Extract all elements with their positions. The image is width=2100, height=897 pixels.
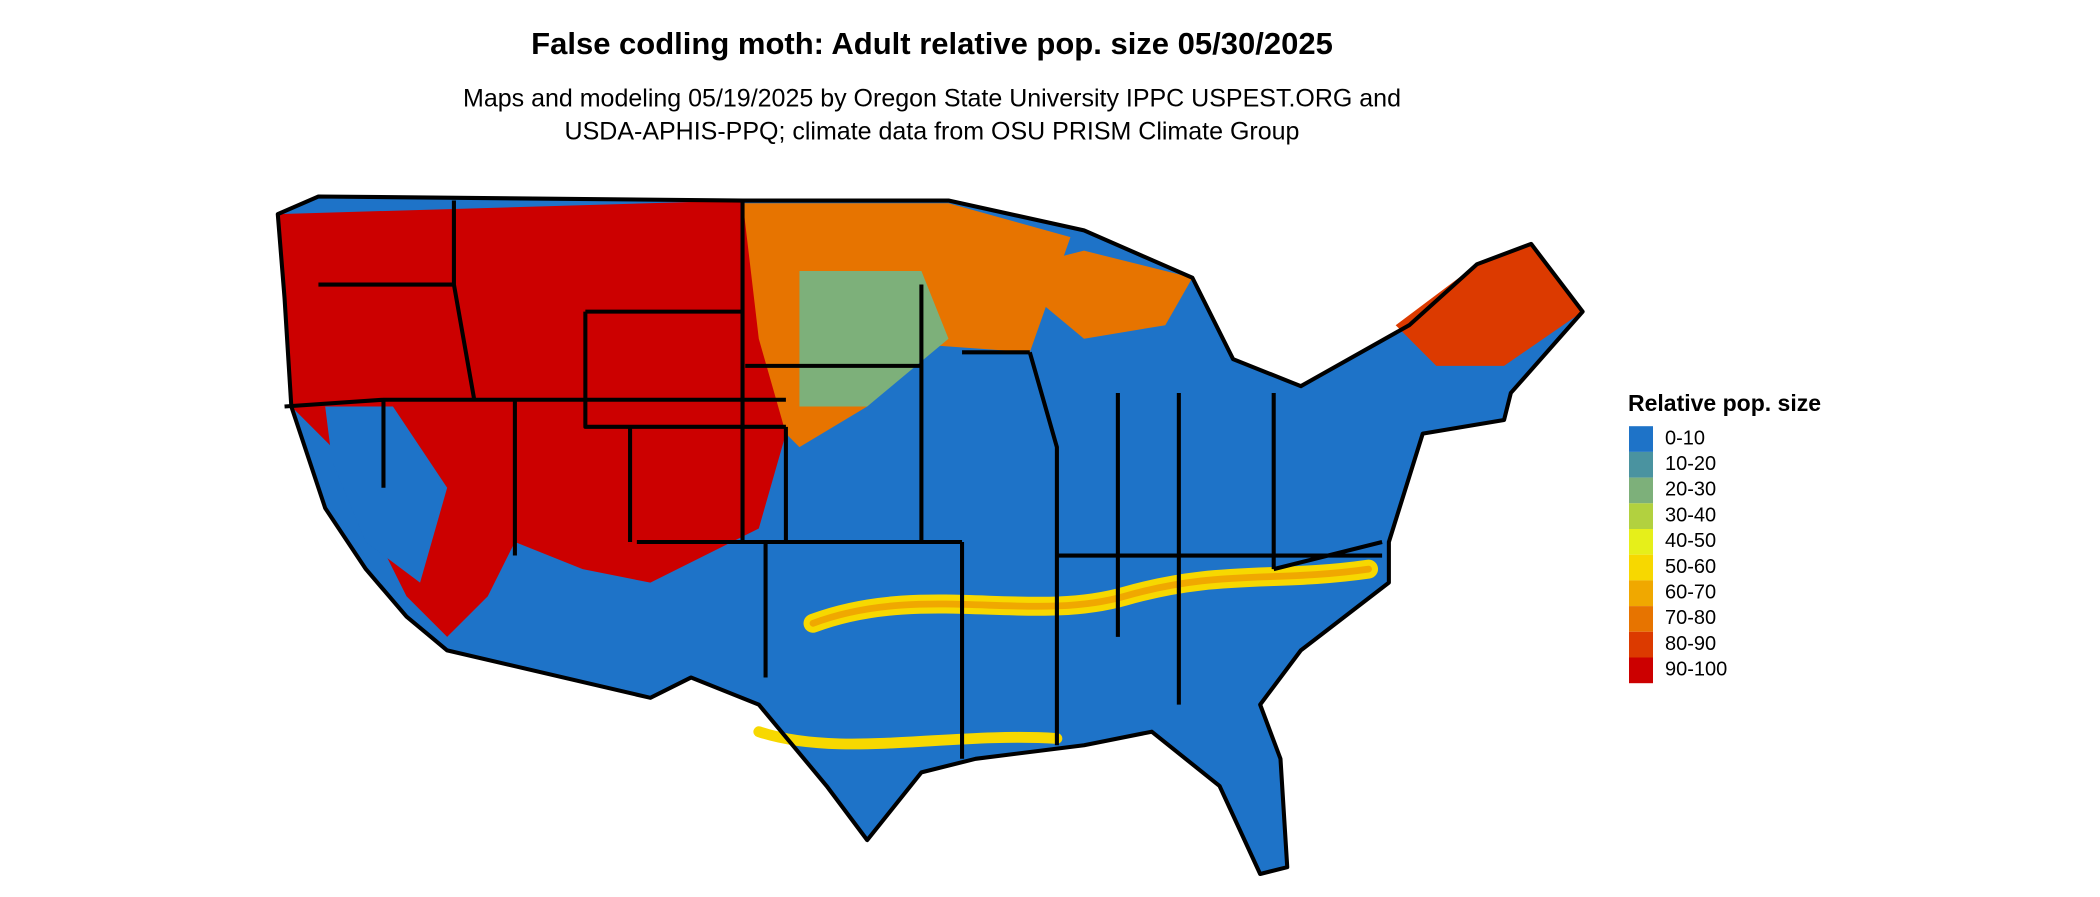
legend-label: 50-60 <box>1665 556 1716 578</box>
legend-swatch <box>1629 606 1653 632</box>
legend-swatch <box>1629 580 1653 607</box>
legend-swatch <box>1629 657 1653 684</box>
legend-swatch <box>1629 426 1653 452</box>
subtitle: USDA-APHIS-PPQ; climate data from OSU PR… <box>565 118 1300 146</box>
legend-swatch <box>1629 503 1653 529</box>
gulf-band <box>753 726 1063 750</box>
legend-swatch <box>1629 451 1653 478</box>
subtitle: Maps and modeling 05/19/2025 by Oregon S… <box>463 85 1401 113</box>
cool-patch <box>325 406 448 583</box>
legend-label: 10-20 <box>1665 453 1716 475</box>
northeast-region <box>1395 243 1583 366</box>
legend-swatch <box>1629 631 1653 658</box>
map <box>275 194 1585 877</box>
legend-label: 40-50 <box>1665 530 1716 552</box>
us-outline <box>275 194 1585 877</box>
legend-swatch <box>1629 477 1653 504</box>
mid-region <box>799 271 949 407</box>
legend-swatch <box>1629 554 1653 581</box>
michigan-region <box>1002 250 1193 339</box>
legend-swatch <box>1629 529 1653 555</box>
legend-label: 80-90 <box>1665 633 1716 655</box>
legend-label: 20-30 <box>1665 479 1716 501</box>
state-borders <box>284 200 1383 759</box>
legend-title: Relative pop. size <box>1628 390 1821 416</box>
legend-label: 30-40 <box>1665 504 1716 526</box>
legend: Relative pop. size 0-10 10-20 20-30 30-40 40… <box>1628 390 1821 684</box>
legend-label: 0-10 <box>1665 427 1705 449</box>
legend-label: 70-80 <box>1665 607 1716 629</box>
title: False codling moth: Adult relative pop. … <box>531 26 1333 61</box>
legend-label: 90-100 <box>1665 659 1727 681</box>
legend-label: 60-70 <box>1665 581 1716 603</box>
